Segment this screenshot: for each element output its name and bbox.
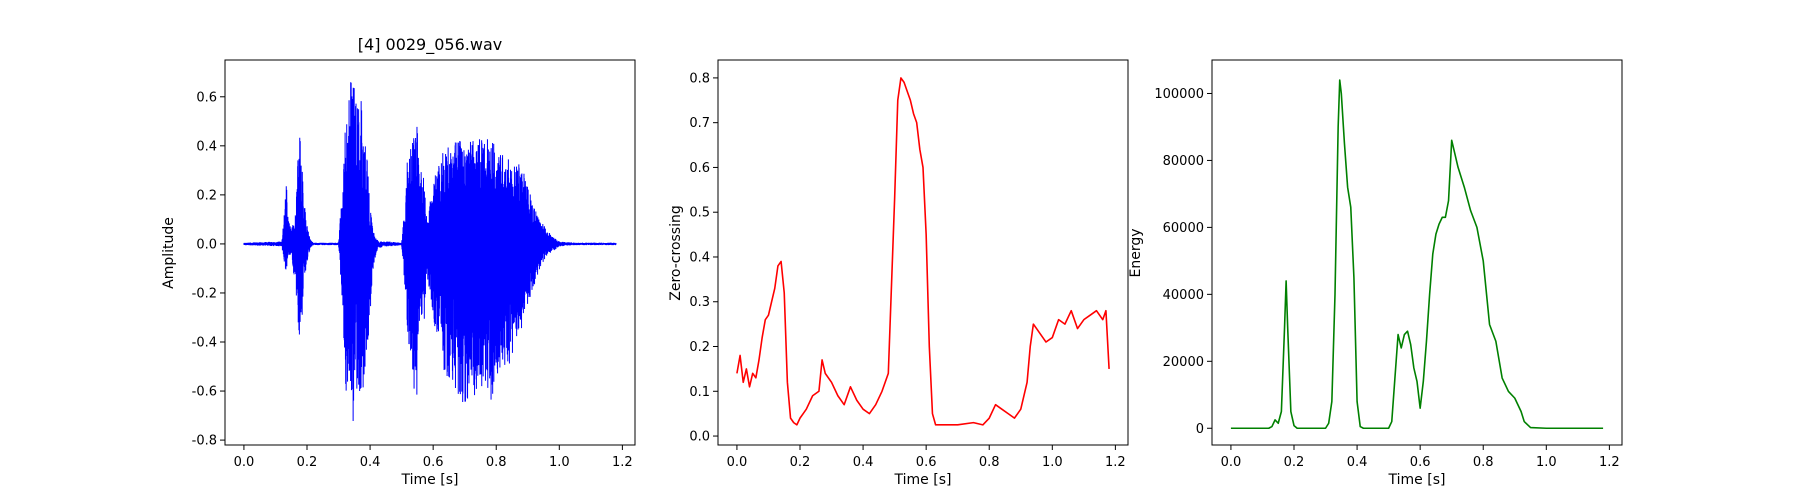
series-line bbox=[736, 77, 1110, 426]
y-axis-ticks: 0 20000 40000 60000 80000 100000 bbox=[1154, 87, 1212, 437]
y-tick-label: 0.3 bbox=[689, 295, 710, 310]
y-tick-label: 80000 bbox=[1163, 154, 1204, 169]
y-tick-label: 0.4 bbox=[689, 250, 710, 265]
zero-crossing-plot: 0.0 0.2 0.4 0.6 0.8 1.0 1.2 0.0 0.1 0.2 0.3 0.4 0.5… bbox=[668, 59, 1129, 488]
y-axis-label: Energy bbox=[1128, 228, 1144, 277]
y-tick-label: 0 bbox=[1196, 422, 1204, 437]
plot-frame bbox=[1211, 59, 1623, 446]
x-tick-label: 1.2 bbox=[1599, 455, 1620, 470]
chart-title: [4] 0029_056.wav bbox=[358, 35, 502, 55]
x-axis-ticks: 0.0 0.2 0.4 0.6 0.8 1.0 1.2 bbox=[727, 445, 1126, 470]
x-tick-label: 0.0 bbox=[234, 455, 255, 470]
y-axis-ticks: -0.8 -0.6 -0.4 -0.2 0.0 0.2 0.4 0.6 bbox=[192, 90, 225, 449]
x-axis-label: Time [s] bbox=[401, 472, 459, 488]
x-axis-ticks: 0.0 0.2 0.4 0.6 0.8 1.0 1.2 bbox=[1221, 445, 1620, 470]
x-axis-label: Time [s] bbox=[894, 472, 952, 488]
energy-plot: 0.0 0.2 0.4 0.6 0.8 1.0 1.2 0 20000 40000 60000 80… bbox=[1128, 59, 1623, 488]
waveform-plot: [4] 0029_056.wav 0.0 0.2 0.4 0.6 0.8 1.0 1.2 -… bbox=[161, 35, 636, 488]
y-axis-label: Zero-crossing bbox=[668, 205, 684, 300]
zero-crossing-series bbox=[736, 77, 1110, 426]
y-tick-label: 0.6 bbox=[196, 90, 217, 105]
y-tick-label: 0.8 bbox=[689, 71, 710, 86]
y-tick-label: 0.2 bbox=[689, 340, 710, 355]
x-tick-label: 0.6 bbox=[916, 455, 937, 470]
x-tick-label: 1.0 bbox=[1536, 455, 1557, 470]
waveform-series bbox=[243, 82, 617, 422]
y-axis-label: Amplitude bbox=[161, 217, 177, 289]
y-tick-label: 40000 bbox=[1163, 288, 1204, 303]
plot-frame bbox=[717, 59, 1129, 446]
x-axis-label: Time [s] bbox=[1388, 472, 1446, 488]
y-tick-label: 0.4 bbox=[196, 139, 217, 154]
y-tick-label: 0.6 bbox=[689, 161, 710, 176]
x-tick-label: 1.2 bbox=[612, 455, 633, 470]
energy-series bbox=[1230, 79, 1604, 430]
y-tick-label: -0.2 bbox=[192, 286, 217, 301]
y-tick-label: 60000 bbox=[1163, 221, 1204, 236]
y-tick-label: -0.4 bbox=[192, 336, 217, 351]
plot-frame bbox=[224, 59, 636, 446]
y-tick-label: 0.7 bbox=[689, 116, 710, 131]
x-tick-label: 0.2 bbox=[297, 455, 318, 470]
y-tick-label: -0.8 bbox=[192, 434, 217, 449]
x-tick-label: 1.0 bbox=[549, 455, 570, 470]
x-tick-label: 0.8 bbox=[486, 455, 507, 470]
y-tick-label: -0.6 bbox=[192, 385, 217, 400]
y-tick-label: 0.0 bbox=[689, 430, 710, 445]
x-tick-label: 0.0 bbox=[727, 455, 748, 470]
y-tick-label: 0.2 bbox=[196, 188, 217, 203]
x-tick-label: 0.4 bbox=[1347, 455, 1368, 470]
waveform-line bbox=[243, 82, 617, 422]
series-line bbox=[1230, 79, 1604, 430]
x-tick-label: 0.2 bbox=[1284, 455, 1305, 470]
x-tick-label: 1.0 bbox=[1042, 455, 1063, 470]
y-tick-label: 20000 bbox=[1163, 355, 1204, 370]
x-tick-label: 0.4 bbox=[853, 455, 874, 470]
y-tick-label: 100000 bbox=[1154, 87, 1204, 102]
y-tick-label: 0.0 bbox=[196, 237, 217, 252]
y-tick-label: 0.1 bbox=[689, 385, 710, 400]
x-tick-label: 0.8 bbox=[1473, 455, 1494, 470]
x-tick-label: 0.4 bbox=[360, 455, 381, 470]
x-tick-label: 0.8 bbox=[979, 455, 1000, 470]
y-axis-ticks: 0.0 0.1 0.2 0.3 0.4 0.5 0.6 0.7 0.8 bbox=[689, 71, 718, 445]
x-tick-label: 0.0 bbox=[1221, 455, 1242, 470]
x-tick-label: 0.2 bbox=[790, 455, 811, 470]
x-tick-label: 1.2 bbox=[1105, 455, 1126, 470]
x-tick-label: 0.6 bbox=[423, 455, 444, 470]
y-tick-label: 0.5 bbox=[689, 206, 710, 221]
x-axis-ticks: 0.0 0.2 0.4 0.6 0.8 1.0 1.2 bbox=[234, 445, 633, 470]
x-tick-label: 0.6 bbox=[1410, 455, 1431, 470]
